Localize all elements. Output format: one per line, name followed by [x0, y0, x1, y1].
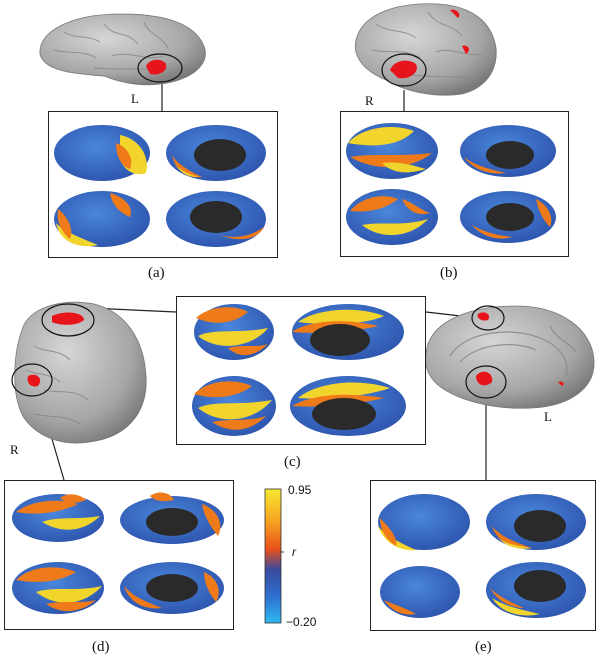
panel-c-lateral-bottom [192, 376, 276, 436]
panel-e-medial-top [486, 494, 586, 550]
panel-e-lateral-bottom [380, 566, 460, 618]
caption-e: (e) [475, 639, 492, 655]
panel-d-surfaces [12, 492, 224, 614]
seed-region-a [146, 59, 167, 75]
seed-region-e-top [477, 312, 490, 321]
panel-a-lateral-top [54, 125, 150, 181]
panel-c-lateral-top [194, 304, 274, 360]
caption-a: (a) [148, 265, 165, 281]
panel-a-surfaces [54, 125, 266, 247]
hemisphere-label-a: L [131, 91, 139, 106]
colorbar-max-label: 0.95 [288, 483, 312, 497]
panel-b-lateral-top [346, 123, 438, 179]
panel-a-medial-top [166, 125, 266, 181]
seed-region-b [390, 60, 417, 79]
panel-b-lateral-bottom [346, 189, 438, 245]
panel-b-medial-top [460, 125, 556, 177]
colorbar-min-label: −0.20 [286, 615, 317, 629]
seed-brain-e [425, 305, 595, 409]
panel-b-surfaces [346, 123, 556, 245]
hemisphere-label-c: R [10, 442, 19, 457]
panel-e-lateral-top [378, 494, 470, 551]
colorbar-mid-label: r [292, 545, 296, 559]
seed-region-c-bottom [27, 374, 41, 387]
panel-e-medial-bottom [486, 562, 586, 618]
panel-c-medial-bottom [290, 376, 406, 436]
panel-a-lateral-bottom [54, 191, 150, 247]
seed-region-e-bottom [476, 371, 493, 386]
panel-d-lateral-top [12, 494, 104, 542]
seed-brain-b [354, 3, 497, 96]
seed-brain-a [39, 13, 206, 86]
caption-b: (b) [440, 265, 458, 281]
hemisphere-label-e: L [544, 409, 552, 424]
panel-d-lateral-bottom [12, 562, 104, 614]
colorbar [264, 488, 284, 624]
panel-d-medial-bottom [120, 562, 224, 614]
panel-c-medial-top [292, 304, 404, 360]
seed-region-c-top [52, 312, 84, 325]
caption-d: (d) [92, 639, 110, 655]
panel-d-medial-top [120, 492, 224, 544]
panel-a-medial-bottom [166, 191, 266, 247]
panel-c-surfaces [192, 304, 406, 436]
panel-e-surfaces [378, 494, 586, 618]
panel-b-medial-bottom [460, 191, 556, 243]
caption-c: (c) [284, 454, 301, 470]
hemisphere-label-b: R [365, 93, 374, 108]
seed-brain-c [11, 301, 147, 444]
